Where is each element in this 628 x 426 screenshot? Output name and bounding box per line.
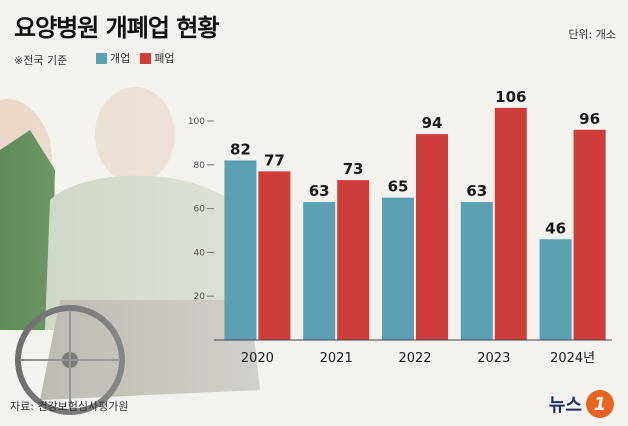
scope-note: ※전국 기준 bbox=[14, 54, 68, 67]
news1-logo: 뉴스 1 bbox=[549, 390, 614, 418]
y-tick-label: 100 bbox=[188, 117, 205, 127]
x-tick-label: 2021 bbox=[320, 351, 353, 366]
x-tick-label: 2023 bbox=[477, 351, 510, 366]
bar-close bbox=[494, 107, 527, 340]
y-axis: 20 40 60 80 100 bbox=[188, 117, 214, 302]
unit-label: 단위: 개소 bbox=[568, 28, 616, 41]
y-tick-label: 80 bbox=[194, 161, 206, 171]
legend-item-open: 개업 bbox=[96, 50, 130, 66]
value-label-open: 46 bbox=[545, 219, 566, 237]
legend: 개업 폐업 bbox=[96, 50, 179, 66]
source-note: 자료: 건강보험심사평가원 bbox=[10, 400, 129, 413]
value-label-close: 106 bbox=[495, 88, 526, 106]
bars-group bbox=[224, 107, 606, 340]
y-tick-label: 60 bbox=[194, 205, 206, 215]
value-label-open: 82 bbox=[230, 140, 251, 158]
bar-close bbox=[416, 134, 448, 340]
value-label-close: 77 bbox=[264, 151, 285, 169]
value-labels: 82 77 63 73 65 94 63 106 46 96 bbox=[230, 88, 600, 237]
bar-close bbox=[258, 171, 291, 340]
logo-badge: 1 bbox=[586, 390, 614, 418]
value-label-open: 63 bbox=[309, 182, 330, 200]
bar-open bbox=[224, 160, 257, 340]
x-axis: 2020 2021 2022 2023 2024년 bbox=[214, 339, 612, 366]
chart-title: 요양병원 개폐업 현황 bbox=[14, 14, 219, 42]
bar-open bbox=[303, 202, 336, 340]
value-label-close: 94 bbox=[422, 114, 443, 132]
bar-open bbox=[539, 239, 572, 340]
bar-open bbox=[460, 202, 493, 340]
y-tick-label: 40 bbox=[194, 248, 206, 258]
value-label-open: 65 bbox=[388, 178, 409, 196]
bar-open bbox=[382, 197, 414, 340]
logo-text: 뉴스 bbox=[548, 395, 582, 416]
legend-item-close: 폐업 bbox=[140, 50, 175, 66]
value-label-close: 96 bbox=[579, 110, 600, 128]
x-tick-label: 2020 bbox=[241, 351, 274, 366]
y-tick-label: 20 bbox=[194, 292, 206, 302]
legend-label-close: 폐업 bbox=[154, 52, 175, 65]
value-label-close: 73 bbox=[343, 160, 364, 178]
x-tick-label: 2022 bbox=[398, 351, 431, 366]
value-label-open: 63 bbox=[466, 182, 487, 200]
bar-close bbox=[573, 129, 606, 340]
x-tick-label: 2024년 bbox=[550, 351, 595, 366]
legend-label-open: 개업 bbox=[110, 52, 131, 65]
legend-swatch-open bbox=[96, 52, 107, 64]
legend-swatch-close bbox=[140, 52, 152, 64]
bar-close bbox=[337, 180, 370, 340]
